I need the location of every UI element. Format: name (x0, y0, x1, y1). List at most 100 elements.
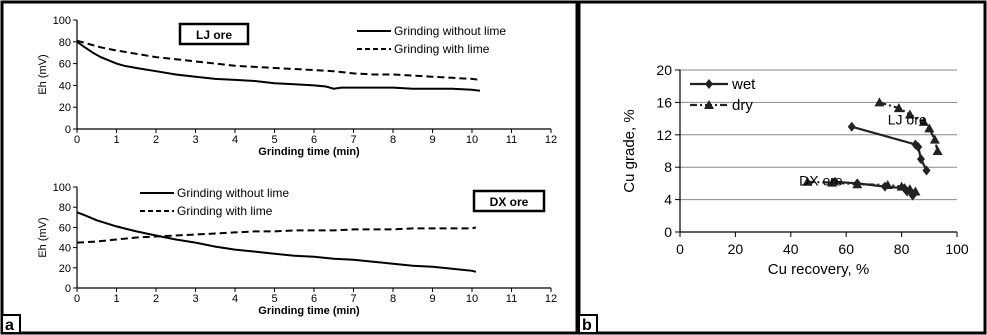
ore-label: DX ore (490, 195, 529, 209)
x-tick-label: 9 (429, 134, 435, 146)
x-tick-label: 3 (192, 134, 198, 146)
data-point-triangle (893, 103, 904, 113)
x-tick-label: 10 (466, 293, 478, 305)
y-tick-label: 0 (65, 283, 71, 295)
y-tick-label: 4 (664, 192, 672, 208)
x-tick-label: 20 (728, 241, 744, 257)
data-point-triangle (852, 179, 863, 189)
panel-a-label: a (5, 317, 14, 334)
curve-annotation: LJ ore (888, 112, 927, 128)
y-tick-label: 40 (59, 80, 71, 92)
legend-label: Grinding with lime (177, 204, 273, 218)
x-tick-label: 60 (838, 241, 854, 257)
y-tick-label: 80 (59, 37, 71, 49)
data-point-triangle (802, 176, 813, 186)
x-tick-label: 2 (153, 293, 159, 305)
data-point-diamond (914, 141, 923, 152)
y-tick-label: 20 (59, 263, 71, 275)
data-point-triangle (827, 177, 838, 187)
x-tick-label: 80 (894, 241, 910, 257)
data-point-triangle (882, 180, 893, 190)
x-axis-title: Grinding time (min) (258, 305, 360, 317)
y-tick-label: 8 (664, 159, 672, 175)
x-tick-label: 1 (113, 134, 119, 146)
x-tick-label: 12 (545, 293, 557, 305)
x-axis-title: Grinding time (min) (258, 146, 360, 158)
x-tick-label: 12 (545, 134, 557, 146)
data-point-triangle (904, 109, 915, 119)
data-point-triangle (932, 146, 943, 155)
y-tick-label: 80 (59, 202, 71, 214)
series-line-grinding-without-lime (76, 40, 481, 92)
data-point-triangle (929, 134, 940, 144)
x-tick-label: 6 (311, 293, 317, 305)
y-tick-label: 12 (656, 127, 672, 143)
x-tick-label: 40 (783, 241, 799, 257)
panel-a-frame (0, 0, 579, 335)
y-tick-label: 100 (53, 182, 71, 194)
y-tick-label: 40 (59, 243, 71, 255)
y-tick-label: 20 (59, 102, 71, 114)
x-tick-label: 1 (113, 293, 119, 305)
data-point-triangle (918, 116, 929, 126)
data-point-triangle (924, 123, 935, 133)
y-tick-label: 0 (664, 224, 672, 240)
data-point-triangle (896, 181, 907, 191)
x-tick-label: 5 (271, 134, 277, 146)
x-tick-label: 0 (74, 134, 80, 146)
legend-label: dry (732, 97, 753, 114)
curve-annotation: DX ore (799, 172, 843, 188)
data-point-diamond (916, 154, 925, 165)
chart-grade-recovery: 0 4 8 12 16 20 0 20 40 60 80 100 Cu recovery, % Cu gr… (621, 62, 969, 278)
data-point-triangle (904, 184, 915, 194)
ore-label-box (178, 22, 250, 46)
data-point-triangle (874, 97, 885, 107)
y-tick-label: 20 (656, 62, 672, 78)
y-tick-label: 100 (53, 15, 71, 27)
x-tick-label: 10 (466, 134, 478, 146)
legend-label: Grinding without lime (394, 24, 506, 38)
legend-label: wet (731, 76, 756, 93)
legend-label: Grinding with lime (394, 42, 490, 56)
x-tick-label: 8 (390, 134, 396, 146)
series-line-grinding-with-lime (76, 226, 477, 244)
data-point-diamond (922, 165, 931, 176)
y-axis-title: Eh (mV) (37, 54, 49, 94)
legend-label: Grinding without lime (177, 186, 289, 200)
x-tick-label: 4 (232, 293, 238, 305)
x-tick-label: 7 (350, 293, 356, 305)
y-tick-label: 60 (59, 59, 71, 71)
data-point-triangle (704, 100, 714, 109)
x-tick-label: 4 (232, 134, 238, 146)
ore-label: LJ ore (196, 28, 232, 42)
x-tick-label: 8 (390, 293, 396, 305)
y-tick-label: 0 (65, 124, 71, 136)
panel-a-label-box (1, 314, 21, 334)
series-line-grinding-with-lime (76, 39, 481, 81)
x-tick-label: 100 (945, 241, 969, 257)
y-axis-title: Cu grade, % (621, 109, 638, 192)
x-tick-label: 11 (506, 293, 517, 305)
panel-b-label: b (582, 317, 592, 334)
y-axis-title: Eh (mV) (37, 217, 49, 257)
series-line-grinding-without-lime (76, 211, 477, 273)
data-point-diamond (705, 79, 713, 89)
ore-label-box (472, 189, 546, 213)
x-tick-label: 7 (350, 134, 356, 146)
y-tick-label: 16 (656, 94, 672, 110)
x-tick-label: 0 (74, 293, 80, 305)
data-point-triangle (910, 186, 921, 196)
x-tick-label: 3 (192, 293, 198, 305)
y-tick-label: 60 (59, 222, 71, 234)
x-axis-title: Cu recovery, % (768, 261, 869, 278)
x-tick-label: 9 (429, 293, 435, 305)
x-tick-label: 2 (153, 134, 159, 146)
x-tick-label: 11 (506, 134, 517, 146)
x-tick-label: 0 (676, 241, 684, 257)
x-tick-label: 5 (271, 293, 277, 305)
data-point-diamond (847, 121, 856, 132)
panel-b-label-box (578, 314, 598, 334)
